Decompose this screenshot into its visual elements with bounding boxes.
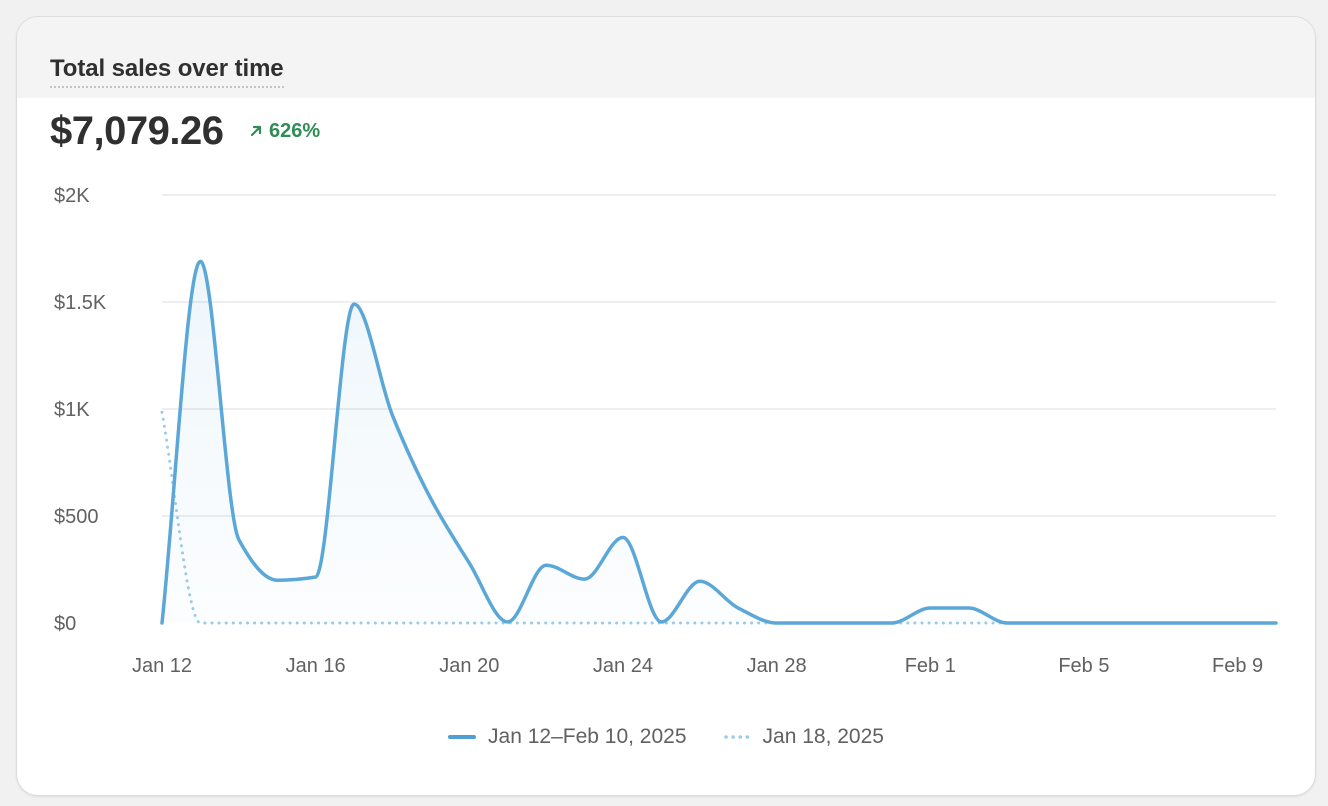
x-tick-label: Jan 24: [593, 655, 653, 677]
sales-card: Total sales over time $7,079.26 626% $0 $…: [16, 16, 1316, 796]
y-tick-label: $1.5K: [54, 292, 107, 314]
x-tick-label: Jan 28: [747, 655, 807, 677]
x-tick-label: Feb 5: [1058, 655, 1109, 677]
y-tick-label: $500: [54, 506, 99, 528]
legend-label-current: Jan 12–Feb 10, 2025: [488, 725, 687, 748]
change-indicator: 626%: [249, 119, 320, 143]
legend-dotted-line-swatch: [723, 735, 751, 739]
card-header: [17, 17, 1315, 98]
legend-label-comparison: Jan 18, 2025: [762, 725, 884, 748]
y-tick-label: $2K: [54, 185, 90, 207]
y-tick-label: $1K: [54, 399, 90, 421]
legend-solid-line-swatch: [448, 735, 477, 739]
x-tick-label: Feb 9: [1212, 655, 1263, 677]
x-tick-label: Jan 20: [439, 655, 499, 677]
sales-line-chart[interactable]: $0 $500 $1K $1.5K $2K Jan 12 Jan 16 Jan 20 Jan 2…: [17, 17, 1315, 717]
x-tick-label: Feb 1: [905, 655, 956, 677]
series-area-current: [162, 261, 1276, 623]
arrow-up-right-icon: [250, 125, 262, 137]
x-tick-label: Jan 16: [286, 655, 346, 677]
card-title[interactable]: Total sales over time: [50, 55, 284, 88]
change-percent: 626%: [269, 120, 321, 142]
legend-item-comparison[interactable]: Jan 18, 2025: [723, 725, 884, 749]
series-line-current: [160, 259, 1278, 625]
y-tick-label: $0: [54, 613, 76, 635]
total-sales-value: $7,079.26: [50, 109, 224, 153]
chart-legend: Jan 12–Feb 10, 2025 Jan 18, 2025: [17, 725, 1315, 749]
x-tick-label: Jan 12: [132, 655, 192, 677]
legend-item-current[interactable]: Jan 12–Feb 10, 2025: [448, 725, 687, 749]
